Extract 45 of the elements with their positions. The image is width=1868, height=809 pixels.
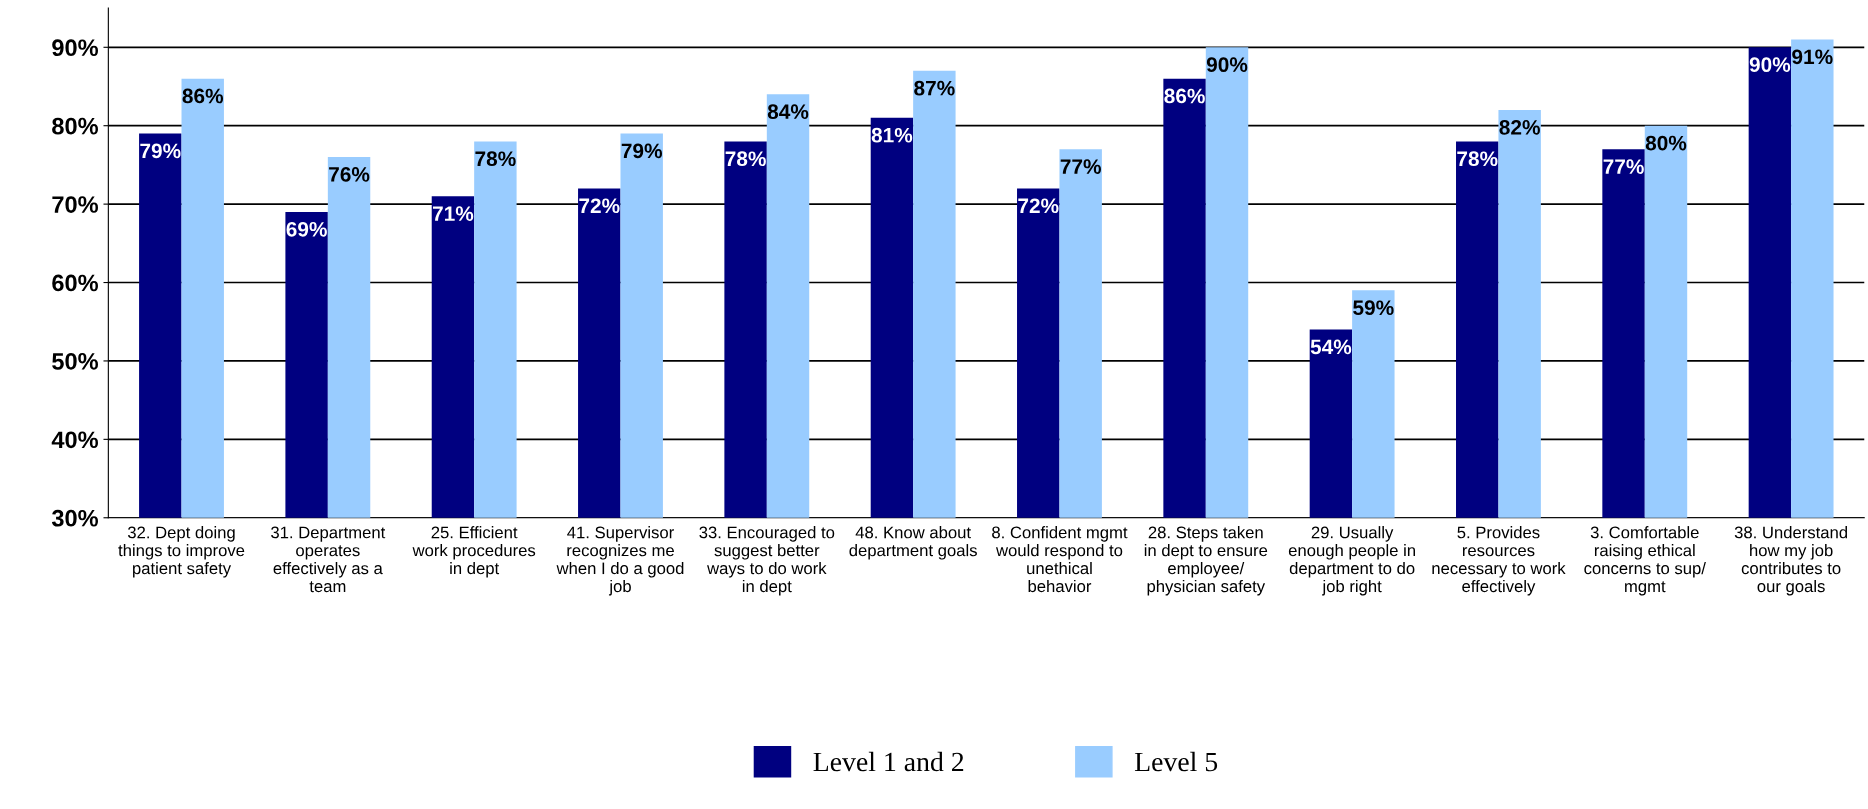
x-tick-label: 31. Department operates effectively as a team <box>271 526 386 593</box>
x-tick-label: 41. Supervisor recognizes me when I do a good job <box>556 526 684 596</box>
data-label: 59% <box>1353 300 1394 316</box>
data-label: 78% <box>1457 151 1498 167</box>
data-label: 79% <box>621 143 663 159</box>
data-label: 72% <box>1018 198 1059 214</box>
x-tick-label: 28. Steps taken in dept to ensure employee/ physician safety <box>1144 526 1268 596</box>
data-label: 79% <box>140 143 181 159</box>
data-label: 87% <box>914 80 955 96</box>
x-tick-label: 29. Usually enough people in department to do job right <box>1288 526 1415 596</box>
y-tick-label: 50% <box>52 353 98 370</box>
data-label: 86% <box>182 88 224 104</box>
x-tick-label: 38. Understand how my job contributes to our goals <box>1734 526 1848 596</box>
data-label: 82% <box>1499 119 1540 135</box>
data-label: 76% <box>329 167 370 182</box>
y-tick-label: 80% <box>52 117 98 135</box>
x-tick-label: 3. Comfortable raising ethical concerns to sup/ mgmt <box>1584 526 1706 596</box>
data-label: 80% <box>1645 135 1687 151</box>
data-label: 69% <box>286 221 327 237</box>
data-label: 91% <box>1792 49 1833 65</box>
y-tick-label: 70% <box>52 196 98 213</box>
x-tick-label: 32. Dept doing things to improve patient safety <box>118 526 245 578</box>
x-tick-label: 25. Efficient work procedures in dept <box>412 526 536 578</box>
data-label: 71% <box>432 206 474 221</box>
data-label: 77% <box>1060 159 1101 174</box>
data-label: 86% <box>1164 88 1205 104</box>
y-tick-label: 30% <box>51 509 98 527</box>
x-tick-label: 33. Encouraged to suggest better ways to do work in dept <box>699 526 835 596</box>
data-label: 90% <box>1749 57 1791 73</box>
data-label: 84% <box>767 104 809 120</box>
y-tick-label: 60% <box>52 274 98 292</box>
data-label: 90% <box>1206 57 1248 73</box>
data-label: 54% <box>1310 339 1352 355</box>
data-label: 78% <box>725 151 766 167</box>
x-tick-label: 48. Know about department goals <box>849 526 977 560</box>
data-label: 77% <box>1603 159 1644 174</box>
y-tick-label: 90% <box>52 39 98 57</box>
data-label: 78% <box>475 151 516 167</box>
data-label: 72% <box>579 198 620 214</box>
legend-label: Level 1 and 2 <box>813 751 964 772</box>
y-tick-label: 40% <box>51 431 98 449</box>
legend-label: Level 5 <box>1134 751 1218 772</box>
data-label: 81% <box>871 127 913 143</box>
x-tick-label: 5. Provides resources necessary to work effectively <box>1432 526 1566 596</box>
x-tick-label: 8. Confident mgmt would respond to unethical behavior <box>992 526 1128 593</box>
